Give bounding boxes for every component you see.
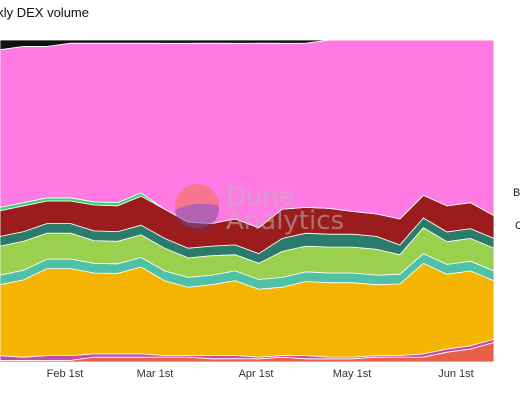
- x-tick-label: Mar 1st: [136, 368, 174, 380]
- watermark-logo-lower: [175, 203, 220, 231]
- area-layers: [0, 39, 495, 363]
- legend-item-c: C: [515, 220, 520, 232]
- watermark-line-2: Analytics: [226, 206, 344, 236]
- x-tick-label: Jun 1st: [438, 368, 474, 380]
- watermark: Dune Analytics: [175, 182, 344, 236]
- watermark-logo-icon: [175, 184, 219, 228]
- x-tick-label: May 1st: [332, 368, 372, 380]
- watermark-line-1: Dune: [226, 182, 295, 212]
- area-series-9[interactable]: [0, 39, 494, 51]
- x-tick-label: Feb 1st: [46, 368, 84, 380]
- legend-item-b: B: [513, 187, 520, 199]
- x-tick-label: Apr 1st: [238, 368, 274, 380]
- chart-title: ekly DEX volume: [0, 5, 89, 20]
